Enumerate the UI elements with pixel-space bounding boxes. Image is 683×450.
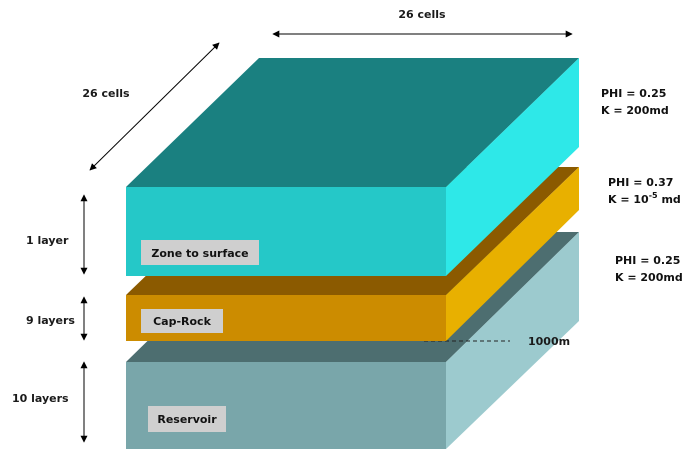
reservoir-layers-label: 10 layers <box>12 392 69 405</box>
zone-to-surface-block <box>126 58 579 276</box>
zone-to-surface-tag: Zone to surface <box>141 240 259 265</box>
surface-top-face <box>126 58 579 187</box>
surface-k-label: K = 200md <box>601 104 669 117</box>
reservoir-tag: Reservoir <box>148 406 226 432</box>
width-cells-label: 26 cells <box>398 8 446 21</box>
svg-text:Cap-Rock: Cap-Rock <box>153 315 211 328</box>
depth-dimension-arrow <box>89 42 220 171</box>
reservoir-k-label: K = 200md <box>615 271 683 284</box>
reservoir-side-face <box>446 232 579 449</box>
depth-marker-label: 1000m <box>528 335 570 348</box>
reservoir-phi-label: PHI = 0.25 <box>615 254 680 267</box>
svg-text:Zone to surface: Zone to surface <box>151 247 248 260</box>
cap-rock-k-label: K = 10-5 md <box>608 191 681 206</box>
cap-rock-side-face <box>446 167 579 341</box>
cap-rock-layers-label: 9 layers <box>26 314 75 327</box>
depth-cells-label: 26 cells <box>82 87 130 100</box>
surface-layers-label: 1 layer <box>26 234 69 247</box>
surface-side-face <box>446 58 579 276</box>
reservoir-front-face <box>126 362 446 449</box>
svg-text:Reservoir: Reservoir <box>157 413 217 426</box>
surface-phi-label: PHI = 0.25 <box>601 87 666 100</box>
cap-rock-tag: Cap-Rock <box>141 309 223 333</box>
cap-rock-phi-label: PHI = 0.37 <box>608 176 673 189</box>
